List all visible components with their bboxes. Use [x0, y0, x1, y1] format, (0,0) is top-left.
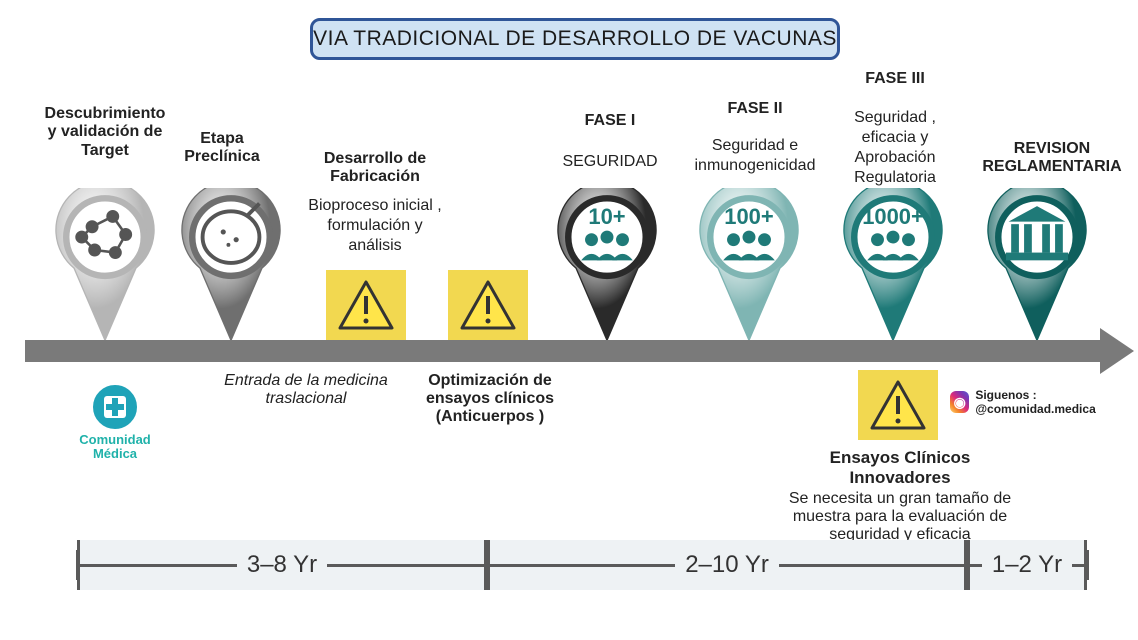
- stage-subtitle-3: SEGURIDAD: [560, 152, 660, 172]
- stage-pin-5: 1000+: [838, 188, 948, 343]
- stage-pin-4: 100+: [694, 188, 804, 343]
- stage-title-4: FASE II: [690, 100, 820, 118]
- stage-pin-1: [176, 188, 286, 343]
- svg-text:100+: 100+: [724, 204, 773, 229]
- duration-segment-2: 1–2 Yr: [967, 540, 1087, 590]
- stage-pin-6: [982, 188, 1092, 343]
- instagram-handle: Siguenos : @comunidad.medica: [975, 388, 1138, 416]
- timeline-arrow: [25, 340, 1105, 362]
- stage-title-2: Desarrollo de Fabricación: [300, 150, 450, 187]
- annotation-0: Entrada de la medicina traslacional: [216, 372, 396, 408]
- diagram-title: VIA TRADICIONAL DE DESARROLLO DE VACUNAS: [310, 18, 840, 60]
- instagram-icon: ◉: [950, 391, 969, 413]
- stage-title-5: FASE III: [830, 70, 960, 88]
- stage-pin-3: 10+: [552, 188, 662, 343]
- warning-icon-0: [326, 270, 406, 340]
- stage-title-0: Descubrimiento y validación de Target: [40, 105, 170, 160]
- duration-segment-0: 3–8 Yr: [77, 540, 487, 590]
- warning-icon-1: [448, 270, 528, 340]
- svg-text:10+: 10+: [588, 204, 625, 229]
- brand-logo: ComunidadMédica: [70, 385, 160, 460]
- svg-text:1000+: 1000+: [862, 204, 924, 229]
- annotation-1: Optimización de ensayos clínicos (Anticu…: [420, 372, 560, 426]
- instagram-follow: ◉ Siguenos : @comunidad.medica: [950, 388, 1138, 416]
- stage-subtitle-5: Seguridad , eficacia y Aprobación Regula…: [830, 108, 960, 188]
- timeline-arrowhead: [1100, 328, 1134, 374]
- medical-cross-icon: [93, 385, 137, 429]
- stage-title-1: Etapa Preclínica: [180, 130, 264, 167]
- duration-bar: 3–8 Yr2–10 Yr1–2 Yr: [77, 540, 1087, 590]
- stage-title-3: FASE I: [560, 112, 660, 130]
- stage-subtitle-4: Seguridad e inmunogenicidad: [690, 136, 820, 176]
- stage-pin-0: [50, 188, 160, 343]
- stage-subtitle-2: Bioproceso inicial , formulación y análi…: [300, 196, 450, 256]
- duration-segment-1: 2–10 Yr: [487, 540, 967, 590]
- annotation-2: Ensayos Clínicos InnovadoresSe necesita …: [780, 448, 1020, 544]
- stage-title-6: REVISION REGLAMENTARIA: [964, 140, 1138, 177]
- warning-icon-2: [858, 370, 938, 440]
